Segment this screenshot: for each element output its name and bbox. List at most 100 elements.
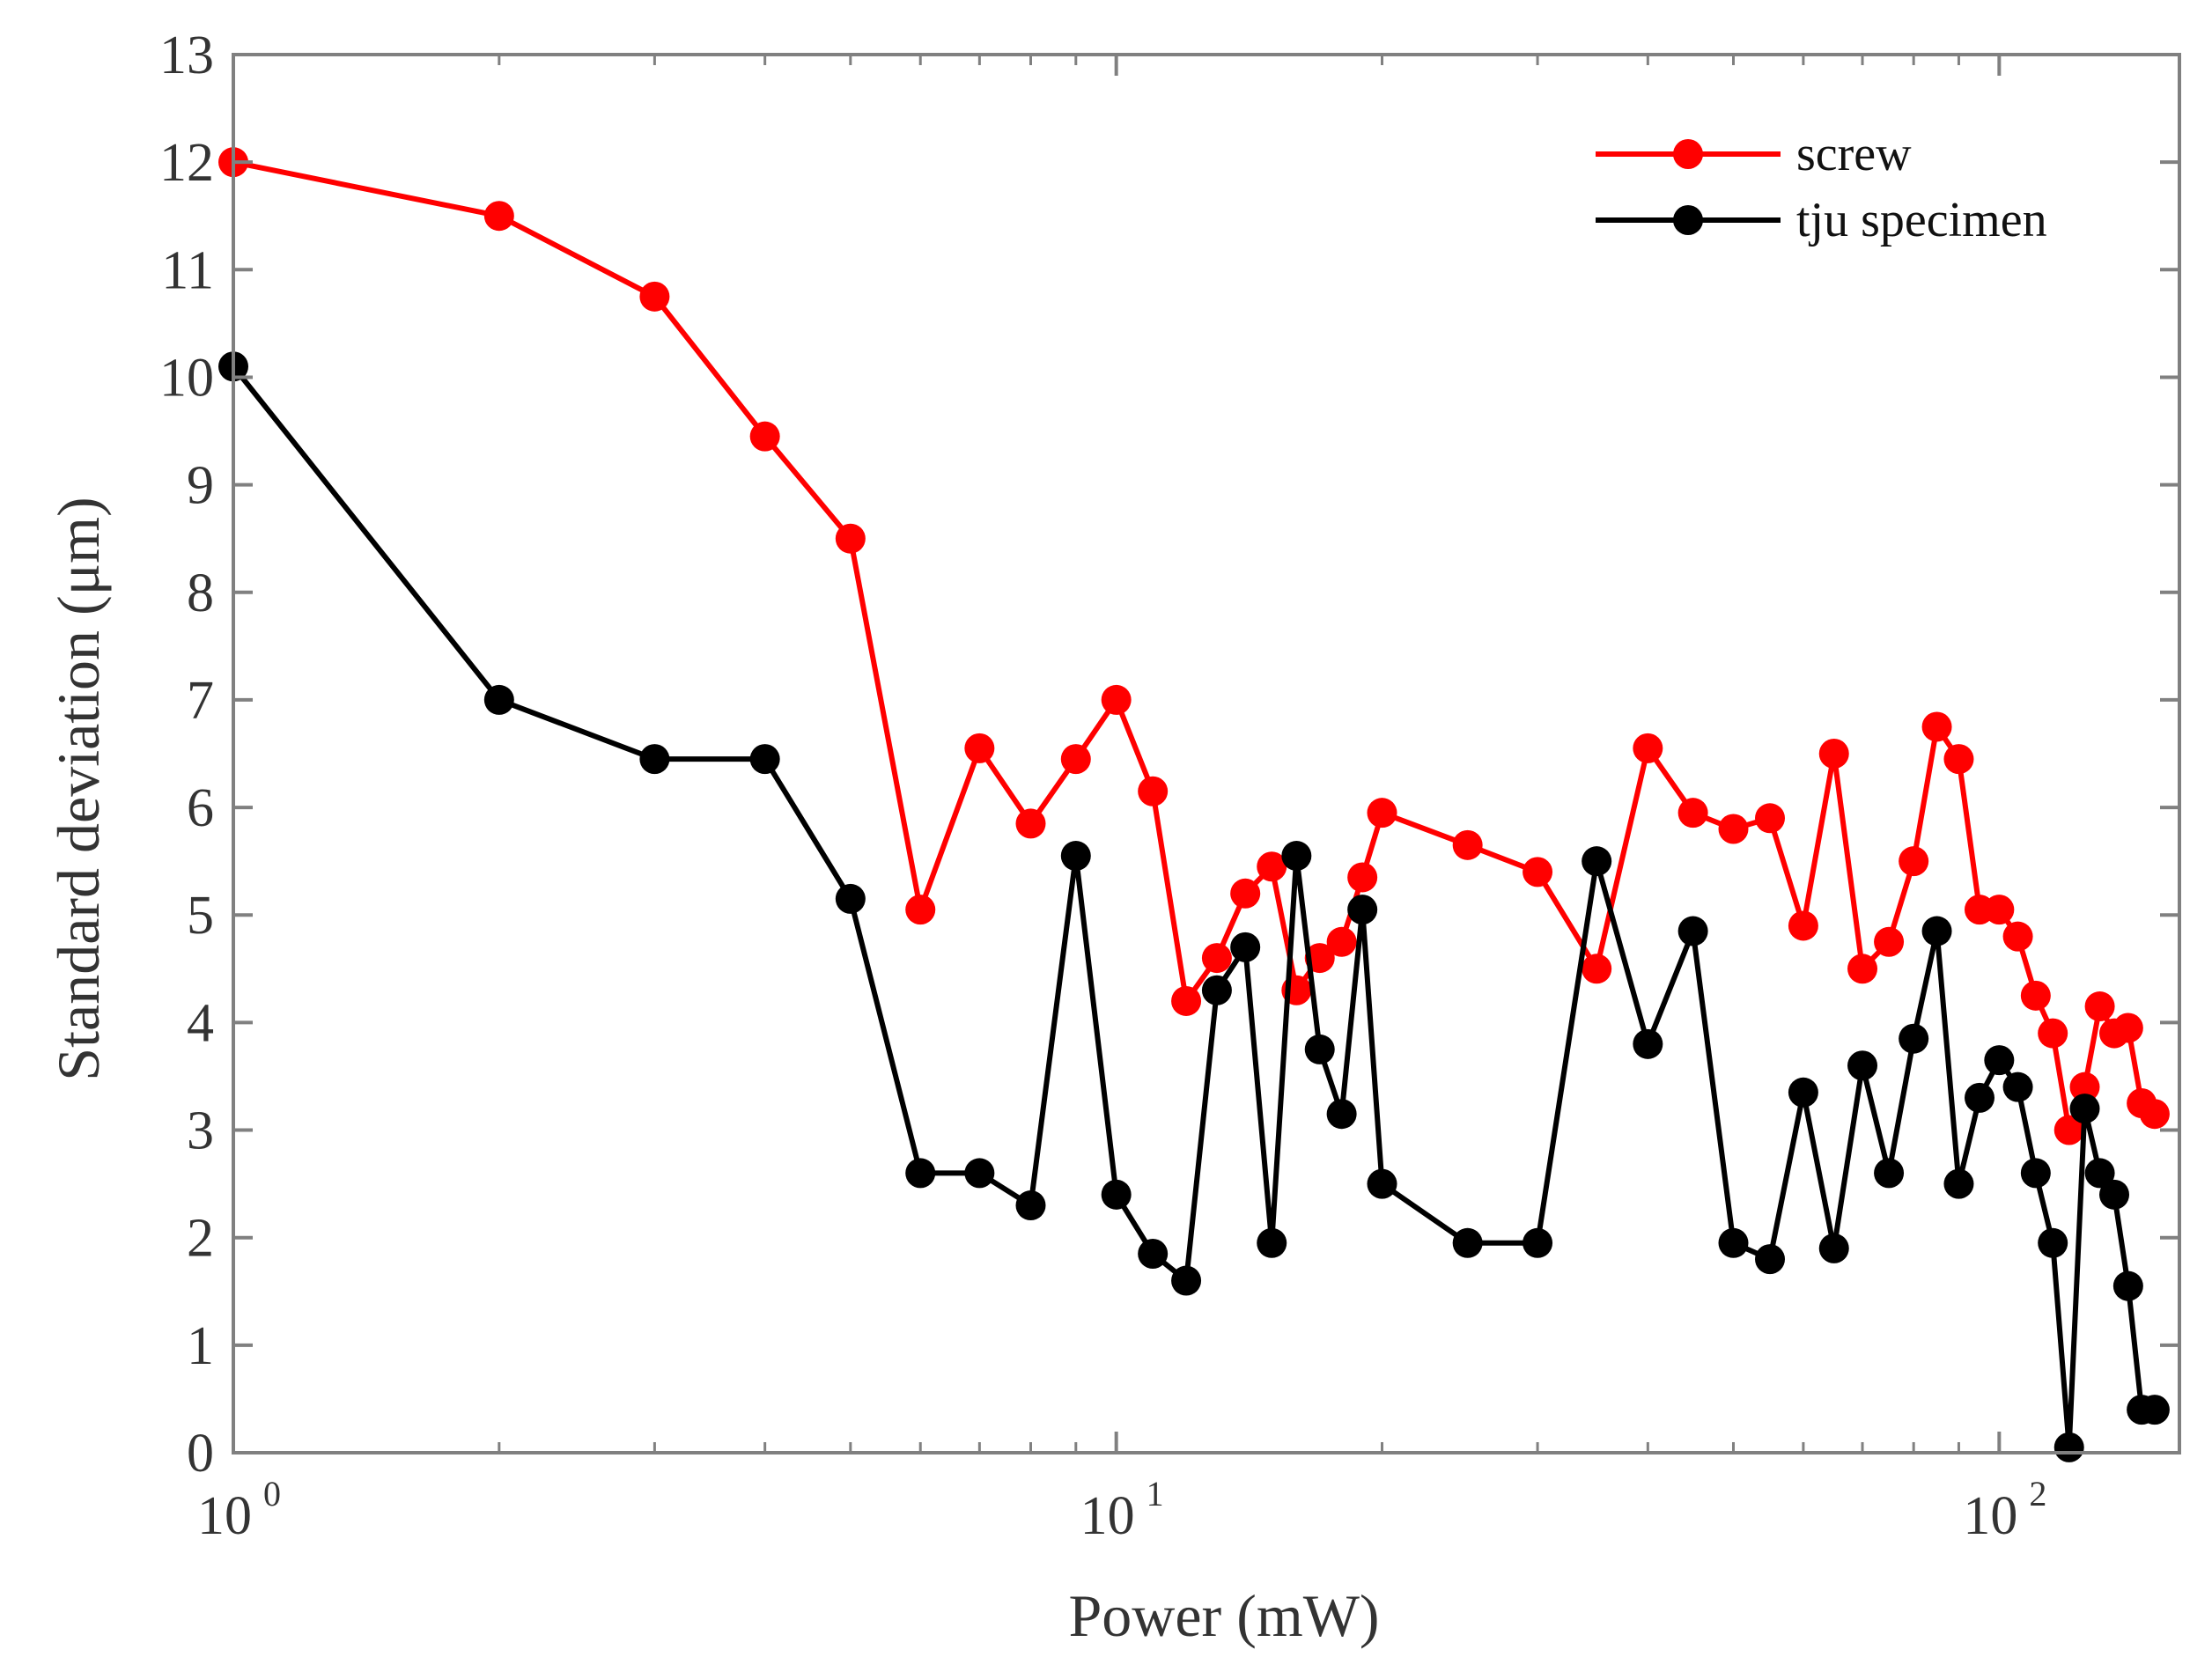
y-axis-title: Standard deviation (μm) <box>45 497 112 1080</box>
data-point-tju-specimen <box>749 744 780 775</box>
data-point-screw <box>1874 926 1905 957</box>
data-point-screw <box>1326 926 1357 957</box>
data-point-screw <box>1171 985 1202 1016</box>
y-tick-label: 4 <box>187 993 214 1053</box>
data-point-screw <box>1943 744 1974 775</box>
data-point-tju-specimen <box>2002 1072 2033 1102</box>
x-tick-exponent: 1 <box>1147 1474 1164 1513</box>
data-point-tju-specimen <box>1523 1227 1553 1258</box>
data-point-tju-specimen <box>1101 1179 1132 1210</box>
data-point-tju-specimen <box>2069 1094 2100 1124</box>
data-point-tju-specimen <box>1347 895 1378 925</box>
y-tick-label: 0 <box>187 1424 214 1484</box>
data-point-screw <box>1984 895 2015 925</box>
data-point-screw <box>1677 798 1708 828</box>
data-point-screw <box>2038 1018 2068 1049</box>
data-point-screw <box>1847 954 1878 984</box>
data-point-screw <box>1015 808 1046 839</box>
data-point-tju-specimen <box>1015 1190 1046 1221</box>
data-point-tju-specimen <box>1201 975 1232 1005</box>
data-point-screw <box>2020 980 2051 1011</box>
y-tick-label: 3 <box>187 1101 214 1161</box>
x-tick-label: 10 <box>197 1486 252 1546</box>
data-point-tju-specimen <box>1921 916 1952 946</box>
data-point-screw <box>905 895 936 925</box>
data-point-tju-specimen <box>1964 1082 1994 1113</box>
data-point-tju-specimen <box>1633 1028 1663 1059</box>
y-tick-label: 11 <box>161 240 214 300</box>
data-point-tju-specimen <box>1755 1244 1786 1275</box>
data-point-screw <box>1818 739 1849 769</box>
y-tick-label: 5 <box>187 886 214 946</box>
data-point-screw <box>1060 744 1091 775</box>
data-point-screw <box>964 733 995 763</box>
legend-marker-screw <box>1673 139 1703 169</box>
data-point-screw <box>1347 862 1378 893</box>
data-point-tju-specimen <box>1060 841 1091 872</box>
x-tick-label: 10 <box>1080 1486 1135 1546</box>
data-point-screw <box>1899 846 1929 877</box>
data-point-tju-specimen <box>2139 1395 2170 1425</box>
data-point-tju-specimen <box>964 1158 995 1189</box>
data-point-tju-specimen <box>2053 1432 2084 1462</box>
data-point-tju-specimen <box>483 684 514 715</box>
plot-area <box>218 147 2170 1462</box>
data-point-tju-specimen <box>1304 1034 1335 1064</box>
data-point-tju-specimen <box>1326 1099 1357 1130</box>
plot-frame <box>232 53 2181 1454</box>
data-point-tju-specimen <box>1452 1227 1483 1258</box>
data-point-screw <box>1257 851 1287 882</box>
legend: screw tju specimen <box>1596 127 2047 247</box>
data-point-tju-specimen <box>835 883 866 914</box>
y-tick-label: 2 <box>187 1209 214 1269</box>
data-point-tju-specimen <box>1943 1168 1974 1199</box>
x-tick-label: 10 <box>1963 1486 2017 1546</box>
data-point-screw <box>1582 954 1612 984</box>
data-point-screw <box>1367 798 1397 828</box>
data-point-tju-specimen <box>2112 1270 2143 1301</box>
legend-label-screw: screw <box>1796 127 1912 181</box>
data-point-tju-specimen <box>1899 1023 1929 1054</box>
y-tick-label: 8 <box>187 563 214 623</box>
data-point-screw <box>483 201 514 232</box>
legend-marker-tju-specimen <box>1673 205 1703 235</box>
data-point-tju-specimen <box>639 744 670 775</box>
data-point-tju-specimen <box>1677 916 1708 946</box>
data-point-tju-specimen <box>2020 1158 2051 1189</box>
data-point-tju-specimen <box>1367 1168 1397 1199</box>
x-tick-exponent: 0 <box>263 1474 281 1513</box>
data-point-tju-specimen <box>1788 1077 1818 1108</box>
data-point-screw <box>2069 1072 2100 1102</box>
data-point-tju-specimen <box>1257 1227 1287 1258</box>
data-point-screw <box>1788 910 1818 941</box>
data-point-screw <box>1230 878 1261 909</box>
data-point-screw <box>2112 1013 2143 1043</box>
data-point-tju-specimen <box>1818 1233 1849 1263</box>
data-point-tju-specimen <box>2038 1227 2068 1258</box>
data-point-tju-specimen <box>2099 1179 2130 1210</box>
y-tick-label: 13 <box>159 26 214 85</box>
data-point-screw <box>835 523 866 554</box>
data-point-screw <box>1452 829 1483 860</box>
data-point-screw <box>2084 991 2115 1022</box>
y-tick-label: 10 <box>159 348 214 408</box>
data-point-screw <box>1718 814 1749 844</box>
data-point-tju-specimen <box>1874 1158 1905 1189</box>
data-point-screw <box>1523 857 1553 887</box>
data-point-tju-specimen <box>2084 1158 2115 1189</box>
data-point-tju-specimen <box>1847 1050 1878 1081</box>
data-point-screw <box>2002 921 2033 952</box>
y-tick-label: 7 <box>187 671 214 731</box>
data-point-screw <box>1138 776 1169 806</box>
series-line-tju-specimen <box>231 365 2155 1450</box>
data-point-screw <box>2139 1099 2170 1130</box>
x-axis-title: Power (mW) <box>1068 1582 1379 1649</box>
data-point-tju-specimen <box>1230 932 1261 962</box>
data-point-tju-specimen <box>905 1158 936 1189</box>
data-point-tju-specimen <box>1281 841 1312 872</box>
y-tick-label: 12 <box>159 133 214 193</box>
y-tick-label: 1 <box>187 1316 214 1376</box>
data-point-screw <box>2053 1115 2084 1145</box>
